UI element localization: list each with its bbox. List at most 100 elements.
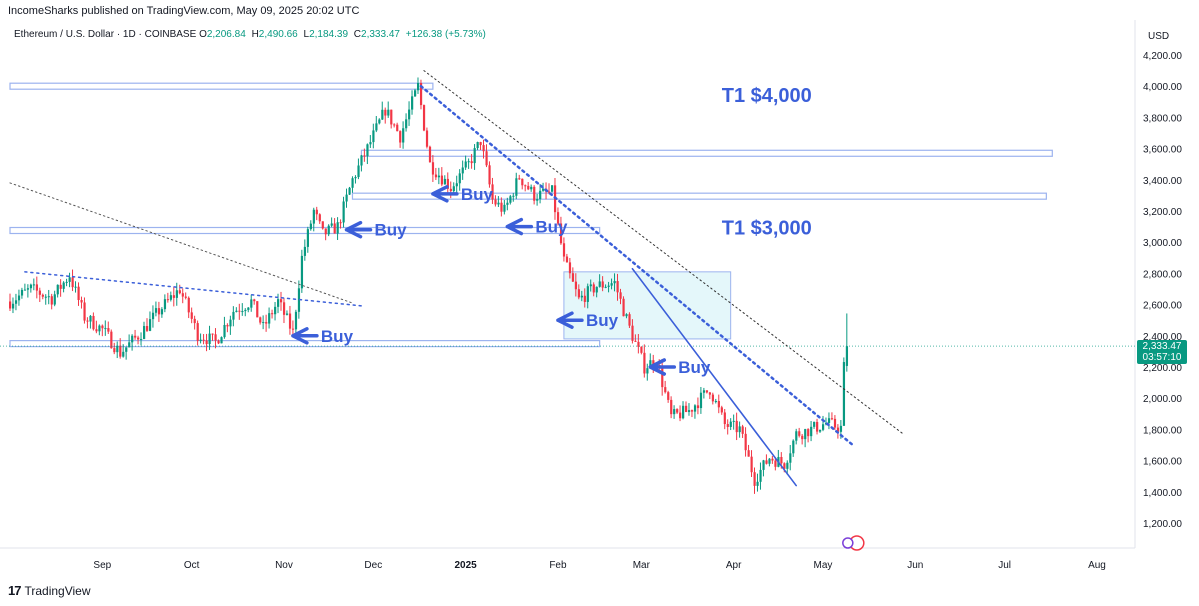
candle-body <box>720 407 723 413</box>
candle-body <box>461 167 464 174</box>
time-tick-label: Nov <box>275 560 293 571</box>
time-tick-label: Dec <box>364 560 382 571</box>
candle-body <box>226 324 229 327</box>
candle-body <box>378 119 381 124</box>
candle-body <box>80 300 83 303</box>
time-tick-label: Jun <box>907 560 923 571</box>
time-tick-label: Feb <box>549 560 567 571</box>
candle-body <box>723 412 726 425</box>
candle-body <box>312 209 315 224</box>
candle-body <box>104 328 107 330</box>
candle-body <box>476 142 479 149</box>
candle-body <box>455 183 458 187</box>
candle-body <box>89 315 92 322</box>
candle-body <box>268 313 271 324</box>
candle-body <box>333 223 336 234</box>
candle-body <box>771 458 774 461</box>
candle-body <box>428 146 432 163</box>
last-price: 2,333.47 <box>1142 341 1182 352</box>
candle-body <box>518 178 521 180</box>
candle-body <box>810 426 813 437</box>
candle-body <box>178 290 181 294</box>
candle-body <box>485 151 488 166</box>
candle-body <box>357 165 360 178</box>
candle-body <box>235 310 238 312</box>
candle-body <box>271 313 274 315</box>
candle-body <box>735 420 738 433</box>
high-label: H <box>251 29 259 40</box>
candle-body <box>473 148 476 164</box>
candle-body <box>536 199 539 201</box>
candle-body <box>137 337 140 340</box>
candle-body <box>491 184 494 200</box>
price-tick-label: 3,800.00 <box>1143 113 1182 124</box>
candle-body <box>145 326 149 331</box>
candle-body <box>679 412 682 419</box>
candle-body <box>527 185 530 190</box>
candle-body <box>443 178 446 185</box>
candle-body <box>26 288 30 290</box>
candle-body <box>467 161 470 163</box>
candle-body <box>62 282 65 289</box>
candle-body <box>515 178 518 196</box>
time-tick-label: Sep <box>93 560 111 571</box>
price-tick-label: 1,600.00 <box>1143 457 1182 468</box>
publish-info: IncomeSharks published on TradingView.co… <box>8 5 360 17</box>
candle-body <box>446 178 449 189</box>
candle-body <box>586 286 589 302</box>
candle-body <box>211 333 214 335</box>
candle-body <box>303 246 307 256</box>
candle-body <box>294 311 298 330</box>
candle-body <box>533 186 536 201</box>
candle-body <box>387 109 390 116</box>
candle-body <box>744 433 747 451</box>
candle-body <box>568 262 572 274</box>
price-tick-label: 3,600.00 <box>1143 145 1182 156</box>
candle-body <box>649 360 652 369</box>
candle-body <box>631 325 634 341</box>
candle-body <box>548 191 551 193</box>
target-label: T1 $3,000 <box>722 218 812 240</box>
candle-body <box>223 324 226 338</box>
candle-body <box>83 302 86 321</box>
tradingview-logo-icon: 17 <box>8 583 22 598</box>
candle-body <box>816 421 819 432</box>
candle-body <box>607 285 610 287</box>
candle-body <box>682 405 685 419</box>
buy-arrow-icon <box>431 185 459 203</box>
candle-body <box>306 229 309 247</box>
candle-body <box>402 128 405 143</box>
open-label: O <box>199 29 207 40</box>
candle-body <box>68 277 71 282</box>
candle-body <box>229 319 232 327</box>
trendline <box>9 182 353 304</box>
buy-arrow-icon <box>505 217 534 236</box>
level-band <box>360 149 1053 157</box>
buy-label: Buy <box>461 185 494 204</box>
candle-body <box>622 298 625 317</box>
candle-body <box>646 368 649 374</box>
candle-body <box>711 394 715 402</box>
candle-body <box>550 185 554 192</box>
candle-body <box>199 339 202 341</box>
target-label: T1 $4,000 <box>722 85 812 107</box>
candle-body <box>309 223 312 230</box>
price-tick-label: 4,000.00 <box>1143 82 1182 93</box>
candle-body <box>542 188 545 191</box>
time-tick-label: 2025 <box>455 560 478 571</box>
candle-body <box>202 339 205 341</box>
candle-body <box>110 331 113 349</box>
candle-body <box>35 284 39 291</box>
candle-body <box>434 174 438 178</box>
candle-body <box>807 429 810 437</box>
candle-body <box>512 195 515 197</box>
candle-body <box>625 314 628 317</box>
candle-body <box>482 145 485 152</box>
candle-body <box>604 286 607 288</box>
tradingview-footer[interactable]: 17 TradingView <box>8 583 91 598</box>
candle-body <box>738 426 741 433</box>
candle-body <box>521 178 524 186</box>
candle-body <box>693 405 697 412</box>
buy-label: Buy <box>375 221 408 240</box>
